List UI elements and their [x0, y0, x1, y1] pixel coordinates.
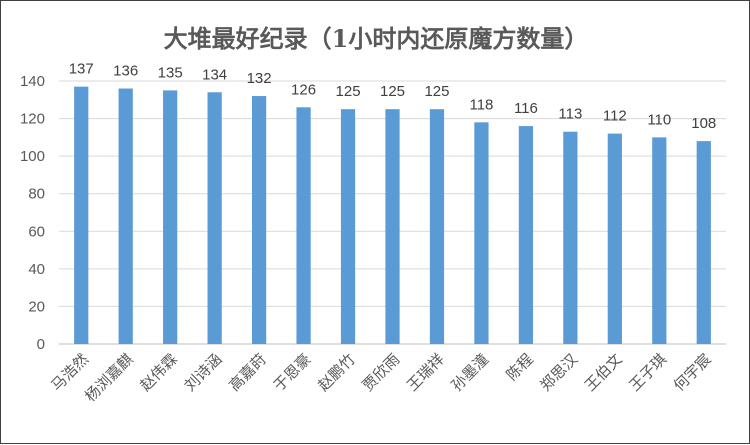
x-tick-label: 郑思汉 [537, 350, 582, 395]
chart-title: 大堆最好纪录（1小时内还原魔方数量） [164, 24, 589, 53]
bar [207, 92, 222, 345]
bar [251, 96, 267, 345]
x-tick-label: 孙墨潼 [448, 350, 493, 395]
bar [607, 133, 622, 344]
bar [474, 122, 489, 344]
x-tick-label: 刘诗涵 [181, 350, 226, 395]
y-tick-label: 0 [37, 336, 45, 353]
bar [518, 126, 534, 344]
x-tick-label: 王子琪 [626, 350, 671, 395]
bar [340, 109, 356, 344]
x-tick-label: 王瑞祥 [403, 350, 448, 395]
data-label: 125 [380, 83, 405, 100]
x-tick-label: 贾欣雨 [359, 350, 404, 395]
x-tick-label: 王伯文 [581, 350, 626, 395]
data-label: 125 [336, 83, 361, 100]
bar [296, 107, 311, 344]
data-label: 137 [69, 61, 94, 78]
x-tick-label: 于恩豪 [270, 350, 315, 395]
bar [74, 86, 89, 344]
data-labels: 137 136 135 134 132 126 125 125 125 118 116 113 112 1… [69, 61, 717, 132]
data-label: 135 [158, 64, 183, 81]
bars [74, 86, 711, 345]
x-tick-label: 高嘉莳 [225, 350, 270, 395]
data-label: 132 [247, 70, 272, 87]
y-tick-label: 40 [28, 261, 45, 278]
y-tick-label: 140 [20, 73, 45, 90]
data-label: 112 [603, 108, 627, 125]
x-tick-label: 赵伟霖 [136, 350, 181, 395]
bar [429, 109, 445, 344]
data-label: 134 [202, 66, 227, 83]
data-label: 125 [424, 83, 449, 100]
bar [563, 131, 578, 344]
y-tick-label: 80 [28, 186, 45, 203]
y-tick-label: 100 [20, 148, 45, 165]
data-label: 136 [113, 63, 138, 80]
y-tick-label: 60 [28, 223, 45, 240]
data-label: 126 [291, 81, 316, 98]
data-label: 118 [469, 96, 493, 113]
x-tick-label: 陈程 [503, 350, 537, 384]
x-tick-label: 杨浏嘉麒 [81, 350, 136, 405]
bar [696, 141, 711, 344]
data-label: 116 [514, 100, 538, 117]
x-axis: 马浩然杨浏嘉麒 赵伟霖 刘诗涵 高嘉莳 于恩豪 赵鹏竹 贾欣雨 王瑞祥 孙墨潼 陈程 郑思汉 王伯文王… [48, 350, 715, 405]
bar [163, 90, 178, 345]
bar [385, 109, 400, 344]
data-label: 110 [647, 111, 671, 128]
y-tick-label: 20 [28, 298, 45, 315]
data-label: 108 [691, 115, 716, 132]
bar [118, 88, 133, 344]
data-label: 113 [558, 106, 582, 123]
y-axis: 0 20 40 60 80 100 120 140 [20, 73, 45, 353]
y-tick-label: 120 [20, 111, 45, 128]
bar [652, 137, 667, 344]
x-tick-label: 赵鹏竹 [314, 350, 359, 395]
x-tick-label: 何宇宸 [670, 350, 715, 395]
